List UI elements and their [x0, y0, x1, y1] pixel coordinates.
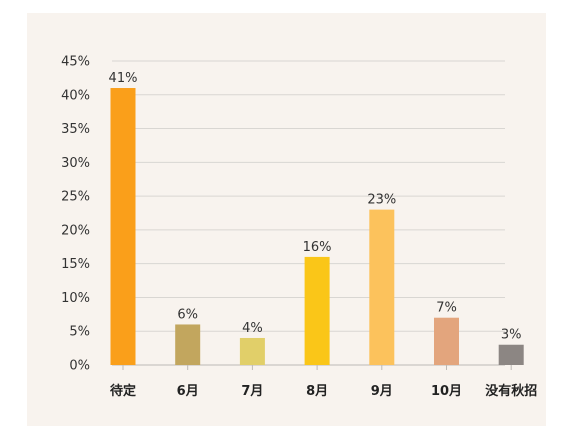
data-label: 4% [242, 321, 263, 336]
y-tick-label: 45% [61, 55, 90, 70]
y-tick-label: 0% [69, 359, 90, 374]
bar-5 [434, 317, 459, 365]
bar-2 [239, 337, 265, 365]
data-labels: 41% 6% 4% 16% 23% 7% 3% [109, 71, 522, 343]
y-tick-label: 35% [61, 122, 90, 137]
y-tick-label: 15% [61, 257, 90, 272]
y-tick-label: 20% [61, 223, 90, 238]
category-label: 没有秋招 [485, 383, 537, 399]
bar-1 [175, 324, 201, 365]
bar-0 [110, 88, 136, 366]
data-label: 16% [303, 240, 332, 255]
bar-chart: 0% 5% 10% 15% 20% 25% 30% 35% 40% 45% 41% 6% 4% 16% 2… [61, 55, 537, 400]
x-axis-ticks: 待定 6月 7月 8月 9月 10月 没有秋招 [109, 365, 537, 399]
category-label: 10月 [431, 384, 462, 399]
y-tick-label: 30% [61, 156, 90, 171]
data-label: 3% [501, 328, 522, 343]
data-label: 6% [177, 307, 198, 322]
data-label: 7% [436, 301, 457, 316]
y-tick-label: 25% [61, 190, 90, 205]
bar-6 [498, 344, 524, 365]
category-label: 6月 [177, 384, 199, 399]
y-tick-label: 10% [61, 291, 90, 306]
y-axis-ticks: 0% 5% 10% 15% 20% 25% 30% 35% 40% 45% [61, 55, 90, 374]
bars [110, 88, 524, 366]
category-label: 7月 [241, 384, 263, 399]
chart-panel: 0% 5% 10% 15% 20% 25% 30% 35% 40% 45% 41% 6% 4% 16% 2… [27, 13, 546, 426]
category-label: 9月 [371, 384, 393, 399]
y-tick-label: 5% [69, 325, 90, 340]
y-tick-label: 40% [61, 88, 90, 103]
bar-4 [369, 209, 395, 365]
category-label: 待定 [109, 383, 136, 399]
data-label: 41% [109, 71, 138, 86]
data-label: 23% [367, 193, 396, 208]
bar-3 [304, 256, 330, 365]
category-label: 8月 [306, 384, 328, 399]
